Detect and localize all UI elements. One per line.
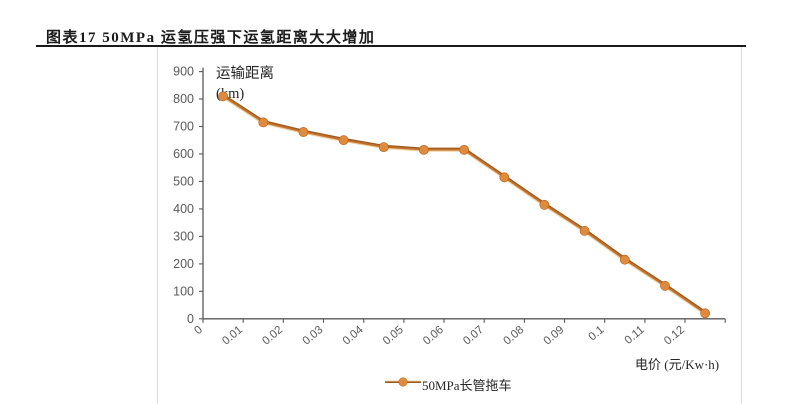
svg-text:0.02: 0.02 (260, 324, 285, 348)
svg-text:0: 0 (192, 324, 205, 337)
svg-text:500: 500 (173, 174, 194, 188)
svg-text:0.09: 0.09 (542, 324, 567, 348)
svg-text:0.08: 0.08 (501, 324, 526, 348)
svg-text:600: 600 (173, 147, 194, 161)
svg-text:400: 400 (173, 202, 194, 216)
svg-text:900: 900 (173, 65, 194, 79)
svg-text:200: 200 (173, 257, 194, 271)
svg-text:0.1: 0.1 (587, 324, 607, 343)
svg-text:0.03: 0.03 (301, 324, 326, 348)
svg-text:800: 800 (173, 92, 194, 106)
svg-text:100: 100 (173, 284, 194, 298)
svg-text:0.12: 0.12 (662, 324, 687, 348)
svg-text:0.05: 0.05 (381, 324, 406, 348)
svg-text:0.04: 0.04 (341, 324, 366, 348)
svg-text:300: 300 (173, 229, 194, 243)
svg-text:0.06: 0.06 (421, 324, 446, 348)
svg-text:0: 0 (187, 312, 194, 326)
svg-text:700: 700 (173, 120, 194, 134)
svg-text:0.07: 0.07 (461, 324, 486, 348)
svg-text:0.11: 0.11 (623, 324, 647, 347)
svg-text:0.01: 0.01 (220, 324, 245, 348)
